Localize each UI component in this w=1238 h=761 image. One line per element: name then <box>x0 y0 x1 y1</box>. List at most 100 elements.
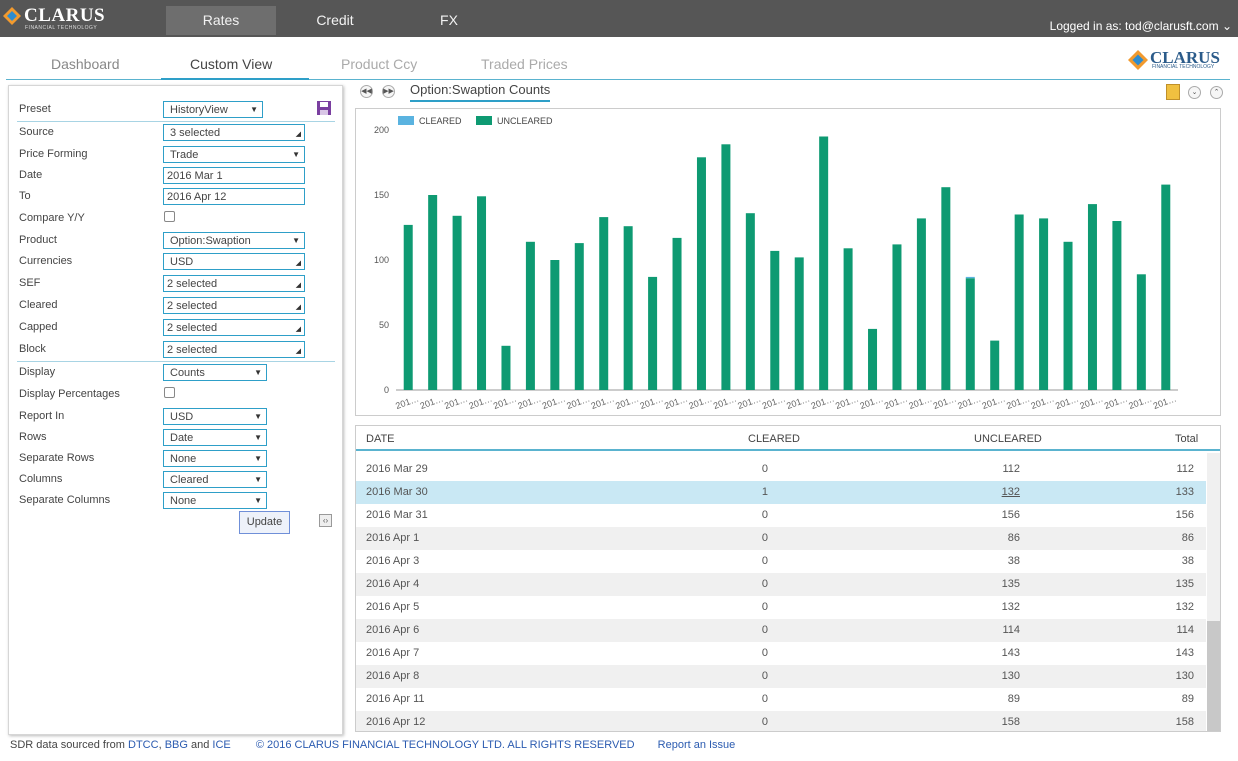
cell-uncleared[interactable]: 132 <box>1001 486 1020 498</box>
to-label: To <box>19 190 31 202</box>
cell-date: 2016 Apr 1 <box>366 532 420 544</box>
table-row[interactable]: 2016 Mar 30 1 132 133 <box>356 481 1206 504</box>
cell-date: 2016 Apr 11 <box>366 693 425 705</box>
header-uncleared[interactable]: UNCLEARED <box>974 433 1042 445</box>
x-tick-label: 201… <box>1127 393 1153 411</box>
tab-rates[interactable]: Rates <box>166 6 276 35</box>
block-multiselect[interactable]: 2 selected <box>163 341 305 358</box>
report-in-select[interactable]: USD <box>163 408 267 425</box>
cell-cleared: 0 <box>761 624 768 636</box>
x-tick-label: 201… <box>883 393 909 411</box>
subtab-traded-prices[interactable]: Traded Prices <box>481 56 568 72</box>
dtcc-link[interactable]: DTCC <box>128 739 159 751</box>
chart-panel: 0 50 100 150 200 CLEARED UNCLEARED 201… 201… 201…… <box>355 108 1221 416</box>
table-row[interactable]: 2016 Mar 29 0 112 112 <box>356 458 1206 481</box>
table-row[interactable]: 2016 Apr 3 0 38 38 <box>356 550 1206 573</box>
active-tab-indicator <box>161 78 309 80</box>
table-row[interactable]: 2016 Mar 31 0 156 156 <box>356 504 1206 527</box>
tab-fx[interactable]: FX <box>440 12 458 28</box>
x-tick-label: 201… <box>565 393 591 411</box>
preset-select[interactable]: HistoryView <box>163 101 263 118</box>
display-select[interactable]: Counts <box>163 364 267 381</box>
to-date-input[interactable]: 2016 Apr 12 <box>163 188 305 205</box>
bar-uncleared <box>648 276 658 390</box>
cell-uncleared: 158 <box>1001 716 1020 728</box>
header-cleared[interactable]: CLEARED <box>748 433 800 445</box>
capped-multiselect[interactable]: 2 selected <box>163 319 305 336</box>
x-tick-label: 201… <box>394 393 420 411</box>
sef-multiselect[interactable]: 2 selected <box>163 275 305 292</box>
header-total[interactable]: Total <box>1175 433 1199 445</box>
logged-in-user[interactable]: Logged in as: tod@clarusft.com ⌄ <box>1050 19 1232 33</box>
separate-rows-select[interactable]: None <box>163 450 267 467</box>
save-icon[interactable] <box>317 101 331 115</box>
tab-credit[interactable]: Credit <box>316 12 354 28</box>
report-issue-link[interactable]: Report an Issue <box>657 739 736 751</box>
subtab-custom-view[interactable]: Custom View <box>190 56 273 72</box>
rewind-icon[interactable]: ◀◀ <box>360 85 373 98</box>
currencies-value: USD <box>170 256 194 268</box>
ice-link[interactable]: ICE <box>212 739 231 751</box>
capped-label: Capped <box>19 321 58 333</box>
collapse-up-icon[interactable]: ⌃ <box>1210 86 1223 99</box>
display-percentages-checkbox[interactable] <box>164 387 175 398</box>
separate-rows-label: Separate Rows <box>19 452 95 464</box>
x-tick-label: 201… <box>687 393 713 411</box>
sub-navigation: Dashboard Custom View Product Ccy Traded… <box>6 50 1230 80</box>
price-forming-label: Price Forming <box>19 148 88 160</box>
rows-select[interactable]: Date <box>163 429 267 446</box>
columns-select[interactable]: Cleared <box>163 471 267 488</box>
table-row[interactable]: 2016 Apr 6 0 114 114 <box>356 619 1206 642</box>
report-in-label: Report In <box>19 410 65 422</box>
clarus-logo[interactable]: CLARUS FINANCIAL TECHNOLOGY <box>3 5 105 32</box>
header-date[interactable]: DATE <box>366 433 395 445</box>
cell-uncleared: 143 <box>1001 647 1020 659</box>
scrollbar-thumb[interactable] <box>1207 621 1220 731</box>
cell-uncleared: 130 <box>1001 670 1020 682</box>
bar-uncleared <box>965 278 975 390</box>
to-date-value: 2016 Apr 12 <box>167 191 227 203</box>
subtab-product-ccy[interactable]: Product Ccy <box>341 56 418 72</box>
source-value: 3 selected <box>170 127 221 139</box>
source-multiselect[interactable]: 3 selected <box>163 124 305 141</box>
compare-yy-checkbox[interactable] <box>164 211 175 222</box>
table-row[interactable]: 2016 Apr 4 0 135 135 <box>356 573 1206 596</box>
bar-uncleared <box>550 260 560 390</box>
product-select[interactable]: Option:Swaption <box>163 232 305 249</box>
cleared-multiselect[interactable]: 2 selected <box>163 297 305 314</box>
x-tick-label: 201… <box>639 393 665 411</box>
update-button[interactable]: Update <box>239 511 290 534</box>
table-row[interactable]: 2016 Apr 5 0 132 132 <box>356 596 1206 619</box>
table-row[interactable]: 2016 Apr 12 0 158 158 <box>356 711 1206 731</box>
collapse-down-icon[interactable]: ⌄ <box>1188 86 1201 99</box>
sef-label: SEF <box>19 277 41 289</box>
legend-swatch <box>476 116 492 125</box>
bar-uncleared <box>1087 204 1097 390</box>
cell-date: 2016 Apr 7 <box>366 647 420 659</box>
table-row[interactable]: 2016 Apr 11 0 89 89 <box>356 688 1206 711</box>
price-forming-select[interactable]: Trade <box>163 146 305 163</box>
subtab-dashboard[interactable]: Dashboard <box>51 56 120 72</box>
report-in-value: USD <box>170 411 194 423</box>
code-icon[interactable]: ‹› <box>319 514 332 527</box>
cell-total: 89 <box>1181 693 1194 705</box>
separate-columns-select[interactable]: None <box>163 492 267 509</box>
table-row[interactable]: 2016 Apr 1 0 86 86 <box>356 527 1206 550</box>
bbg-link[interactable]: BBG <box>164 739 188 751</box>
display-value: Counts <box>170 367 205 379</box>
chart-tab[interactable]: Option:Swaption Counts <box>410 82 551 102</box>
cell-total: 143 <box>1175 647 1194 659</box>
separate-columns-value: None <box>170 495 197 507</box>
date-input[interactable]: 2016 Mar 1 <box>163 167 305 184</box>
currencies-multiselect[interactable]: USD <box>163 253 305 270</box>
bar-uncleared <box>525 241 535 390</box>
fast-forward-icon[interactable]: ▶▶ <box>382 85 395 98</box>
copyright-link[interactable]: © 2016 CLARUS FINANCIAL TECHNOLOGY LTD. … <box>255 739 635 751</box>
y-tick-label: 200 <box>374 125 389 135</box>
export-icon[interactable] <box>1166 84 1180 100</box>
bar-cleared <box>965 276 975 279</box>
table-row[interactable]: 2016 Apr 8 0 130 130 <box>356 665 1206 688</box>
cell-total: 130 <box>1175 670 1194 682</box>
table-row[interactable]: 2016 Apr 7 0 143 143 <box>356 642 1206 665</box>
product-value: Option:Swaption <box>170 235 251 247</box>
